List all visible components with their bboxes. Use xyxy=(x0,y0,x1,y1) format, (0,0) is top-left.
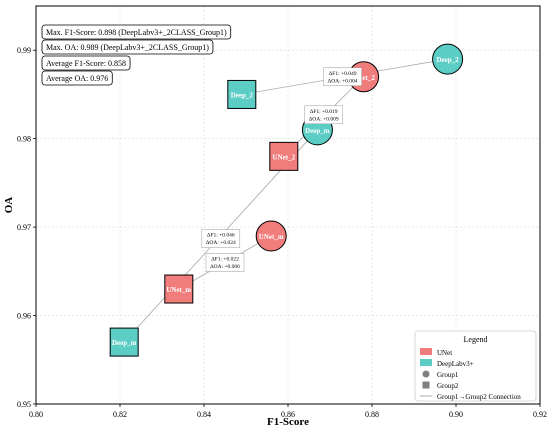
markers: UNet_2 Deep_2 Deep_m UNet_m Deep_2 UNet_2 UNet… xyxy=(109,43,464,357)
legend-entry-label: Group2 xyxy=(437,382,459,390)
delta-note-box xyxy=(304,105,343,125)
delta-note: ΔF1: +0.022 ΔOA: +0.006 xyxy=(205,253,245,272)
y-tick-label: 0.97 xyxy=(17,223,31,232)
legend-square-icon xyxy=(422,381,430,389)
y-tick-label: 0.99 xyxy=(17,46,31,55)
delta-note-text: ΔF1: +0.049 xyxy=(329,71,357,77)
y-tick-label: 0.95 xyxy=(17,400,31,409)
x-tick-label: 0.86 xyxy=(281,410,295,419)
delta-note-text: ΔF1: +0.022 xyxy=(211,256,239,262)
summary-annotation: Average OA: 0.976 xyxy=(41,70,113,86)
y-axis-label: OA xyxy=(3,197,15,214)
group2-point xyxy=(269,141,299,171)
delta-note-box xyxy=(201,229,241,248)
summary-annotation: Max. OA: 0.989 (DeepLabv3+_2CLASS_Group1… xyxy=(41,39,214,55)
legend-entry-label: DeepLabv3+ xyxy=(437,360,474,368)
delta-note-text: ΔF1: +0.046 xyxy=(207,233,235,239)
legend-entry: Group2 xyxy=(422,381,459,390)
x-tick-label: 0.88 xyxy=(365,410,379,419)
group1-point xyxy=(432,43,464,75)
delta-note-text: ΔOA: +0.009 xyxy=(309,116,339,122)
x-tick-label: 0.80 xyxy=(29,410,43,419)
group2-point xyxy=(164,274,194,304)
x-tick-label: 0.92 xyxy=(533,410,547,419)
summary-annotation: Max. F1-Score: 0.898 (DeepLabv3+_2CLASS_… xyxy=(41,24,232,40)
summary-annotation: Average F1-Score: 0.858 xyxy=(41,55,131,71)
delta-note-box xyxy=(205,253,245,272)
legend-entry-label: UNet xyxy=(437,349,452,357)
y-tick-label: 0.98 xyxy=(17,135,31,144)
x-tick-label: 0.84 xyxy=(197,410,211,419)
summary-annotation-text: Average OA: 0.976 xyxy=(46,74,108,83)
x-tick-label: 0.90 xyxy=(449,410,463,419)
legend-circle-icon xyxy=(422,370,430,378)
y-tick-label: 0.96 xyxy=(17,312,31,321)
delta-note-text: ΔOA: +0.024 xyxy=(206,240,236,246)
point-label: UNet_m xyxy=(166,286,191,294)
summary-annotation-box xyxy=(41,39,214,55)
legend-entry-label: Group1→Group2 Connection xyxy=(437,393,521,401)
group1-point xyxy=(255,220,287,252)
group2-point xyxy=(227,79,257,109)
point-label: UNet_m xyxy=(259,233,284,241)
legend-entry: UNet xyxy=(420,348,452,357)
legend-entry: DeepLabv3+ xyxy=(420,359,474,368)
x-axis-label: F1-Score xyxy=(267,416,309,428)
summary-annotation-box xyxy=(41,70,113,86)
legend: Legend UNet DeepLabv3+ Group1 Group2 Group1→G… xyxy=(414,330,537,402)
delta-note-text: ΔOA: +0.004 xyxy=(328,78,358,84)
legend-title: Legend xyxy=(464,335,488,344)
legend-box xyxy=(414,330,537,402)
group2-point xyxy=(109,327,139,357)
legend-swatch-unet xyxy=(420,348,432,355)
point-label: UNet_2 xyxy=(352,74,375,82)
delta-note-text: ΔOA: +0.006 xyxy=(210,264,240,270)
legend-entry-label: Group1 xyxy=(437,371,459,379)
x-tick-label: 0.82 xyxy=(113,410,127,419)
point-label: Deep_2 xyxy=(231,91,254,99)
point-label: Deep_m xyxy=(305,127,330,135)
point-label: Deep_m xyxy=(112,339,137,347)
summary-annotation-box xyxy=(41,24,232,40)
summary-annotation-box xyxy=(41,55,131,71)
delta-note-text: ΔF1: +0.019 xyxy=(310,109,338,115)
point-label: Deep_2 xyxy=(437,56,460,64)
legend-entry: Group1→Group2 Connection xyxy=(420,393,521,401)
point-label: UNet_2 xyxy=(273,153,296,161)
summary-annotation-text: Average F1-Score: 0.858 xyxy=(46,59,126,68)
axis-ticks: 0.80 0.82 0.84 0.86 0.88 0.90 0.92 0.95 0.96 0.97… xyxy=(17,46,547,419)
summary-annotations: Max. F1-Score: 0.898 (DeepLabv3+_2CLASS_… xyxy=(41,24,232,86)
summary-annotation-text: Max. F1-Score: 0.898 (DeepLabv3+_2CLASS_… xyxy=(46,28,227,37)
legend-entry: Group1 xyxy=(422,370,459,379)
legend-swatch-deeplab xyxy=(420,359,432,366)
delta-note-box xyxy=(323,67,362,87)
summary-annotation-text: Max. OA: 0.989 (DeepLabv3+_2CLASS_Group1… xyxy=(46,43,209,52)
